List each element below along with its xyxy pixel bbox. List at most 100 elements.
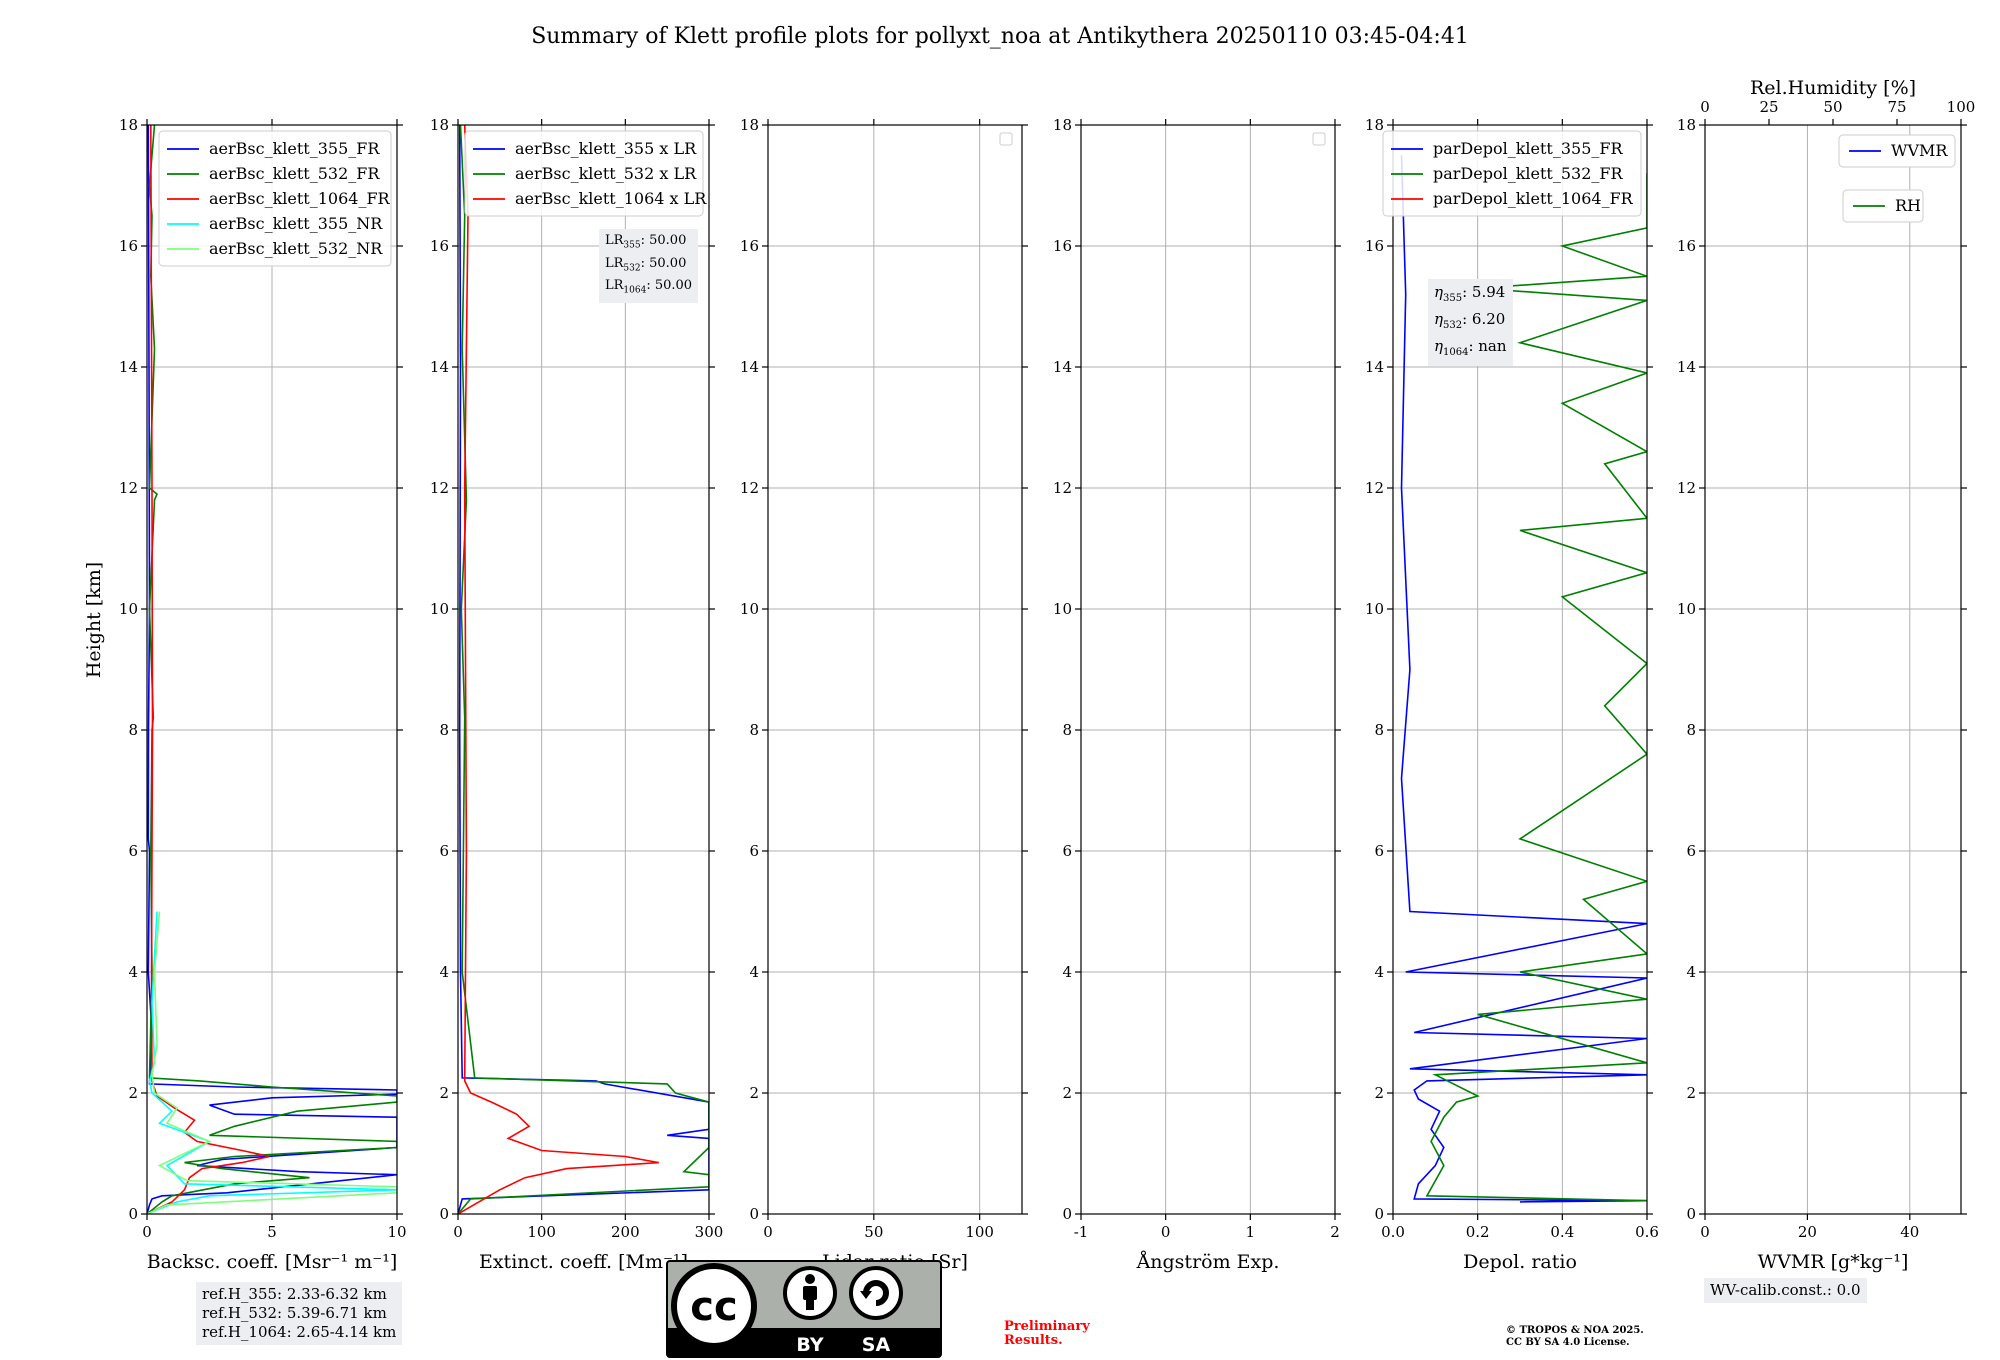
x-tick-label: 200: [611, 1223, 640, 1241]
x2-tick-label: 0: [1700, 98, 1710, 116]
x-tick-label: 40: [1900, 1223, 1919, 1241]
x-tick-label: 0.4: [1550, 1223, 1574, 1241]
y-tick-label: 6: [439, 842, 449, 860]
x-axis-label: Extinct. coeff. [Mm⁻¹]: [479, 1251, 688, 1273]
y-tick-label: 12: [1053, 479, 1072, 497]
y-tick-label: 12: [740, 479, 759, 497]
y-tick-label: 0: [749, 1205, 759, 1223]
lr-1064-sub: 1064: [623, 285, 647, 296]
y-tick-label: 16: [1365, 237, 1384, 255]
panel-backscatter: 0 2 4 6 8 10 12 14 16 18 0 5 10 Backsc. coeff. [Msr⁻¹…: [119, 116, 407, 1273]
y-tick-label: 2: [749, 1084, 759, 1102]
y-tick-label: 14: [1677, 358, 1696, 376]
legend-label: WVMR: [1891, 141, 1948, 160]
x2-tick-label: 75: [1887, 98, 1906, 116]
legend-label: parDepol_klett_1064_FR: [1433, 189, 1634, 208]
legend-label: aerBsc_klett_355_NR: [209, 214, 383, 233]
y-tick-label: 10: [1053, 600, 1072, 618]
axes-frame: [1392, 124, 1648, 1215]
attribution-person-icon: [783, 1266, 837, 1320]
y-tick-label: 18: [1677, 116, 1696, 134]
y-tick-label: 4: [749, 963, 759, 981]
y-tick-label: 14: [119, 358, 138, 376]
y-tick-label: 10: [1365, 600, 1384, 618]
series-line-aerBsc_klett_532_NR: [147, 911, 397, 1214]
y-tick-label: 6: [128, 842, 138, 860]
lr-1064-value: : 50.00: [646, 278, 693, 294]
y-tick-label: 2: [128, 1084, 138, 1102]
cc-logo-icon: cc: [671, 1263, 757, 1349]
empty-legend-box: [1312, 132, 1326, 146]
y-tick-label: 4: [1686, 963, 1696, 981]
y-tick-label: 14: [1053, 358, 1072, 376]
ref-height-355: ref.H_355: 2.33-6.32 km: [202, 1285, 387, 1303]
legend-label: RH: [1895, 196, 1921, 215]
eta-1064-value: : nan: [1468, 337, 1507, 355]
y-tick-label: 14: [740, 358, 759, 376]
lr-532-value: : 50.00: [640, 255, 687, 271]
x2-tick-label: 25: [1759, 98, 1778, 116]
y-tick-label: 6: [1062, 842, 1072, 860]
lr-532-sub: 532: [623, 263, 641, 274]
series-line-aerBsc_klett_1064 x LR: [458, 125, 659, 1214]
series-group: [1400, 155, 1647, 1203]
series-line-aerBsc_klett_1064_FR: [147, 125, 270, 1214]
x-tick-label: 300: [695, 1223, 724, 1241]
x-tick-label: -1: [1074, 1223, 1089, 1241]
y-tick-label: 18: [740, 116, 759, 134]
y-tick-label: 4: [1062, 963, 1072, 981]
x-tick-label: 0.2: [1466, 1223, 1490, 1241]
y-tick-label: 8: [1686, 721, 1696, 739]
x-tick-label: 50: [864, 1223, 883, 1241]
eta-355-symbol: η: [1434, 283, 1443, 301]
series-line-parDepol_klett_355_FR: [1400, 155, 1647, 1203]
legend-box: [1382, 130, 1642, 217]
y-tick-label: 10: [1677, 600, 1696, 618]
eta-355-sub: 355: [1443, 293, 1463, 304]
lr-532-symbol: LR: [605, 255, 624, 271]
legend-label: parDepol_klett_532_FR: [1433, 164, 1624, 183]
y-tick-label: 6: [1686, 842, 1696, 860]
empty-legend-box: [999, 132, 1013, 146]
wv-calib-box: WV-calib.const.: 0.0: [1704, 1278, 1867, 1303]
y-tick-label: 14: [1365, 358, 1384, 376]
y-tick-label: 2: [1686, 1084, 1696, 1102]
x2-axis-label: Rel.Humidity [%]: [1750, 77, 1916, 99]
eta-1064-sub: 1064: [1443, 347, 1469, 358]
x-tick-label: 0: [1700, 1223, 1710, 1241]
figure-title: Summary of Klett profile plots for polly…: [531, 24, 1469, 49]
y-tick-label: 16: [430, 237, 449, 255]
preliminary-note: Preliminary Results.: [1004, 1320, 1090, 1348]
series-group: [458, 125, 709, 1214]
y-tick-label: 8: [1374, 721, 1384, 739]
legend-box: [464, 130, 704, 217]
eta-532-symbol: η: [1434, 310, 1443, 328]
y-tick-label: 18: [430, 116, 449, 134]
y-tick-label: 2: [439, 1084, 449, 1102]
x-axis-label: Depol. ratio: [1463, 1251, 1577, 1273]
x-tick-label: 10: [387, 1223, 406, 1241]
legend-label: aerBsc_klett_1064_FR: [209, 189, 391, 208]
y-tick-label: 14: [430, 358, 449, 376]
x2-tick-label: 50: [1823, 98, 1842, 116]
preliminary-line-1: Preliminary: [1004, 1319, 1090, 1334]
x-tick-label: 0.0: [1381, 1223, 1405, 1241]
series-line-parDepol_klett_532_FR: [1425, 173, 1647, 1202]
y-tick-label: 0: [1374, 1205, 1384, 1223]
y-tick-label: 8: [439, 721, 449, 739]
y-tick-label: 18: [1053, 116, 1072, 134]
eta-355-value: : 5.94: [1462, 283, 1506, 301]
legend-box: [1838, 134, 1956, 168]
y-tick-label: 6: [749, 842, 759, 860]
y-tick-label: 16: [740, 237, 759, 255]
series-group: [147, 125, 397, 1214]
y-tick-label: 18: [119, 116, 138, 134]
y-tick-label: 2: [1374, 1084, 1384, 1102]
x2-tick-label: 100: [1947, 98, 1976, 116]
y-tick-label: 12: [1677, 479, 1696, 497]
share-alike-icon: [849, 1266, 903, 1320]
y-tick-label: 16: [1677, 237, 1696, 255]
y-tick-label: 0: [1686, 1205, 1696, 1223]
